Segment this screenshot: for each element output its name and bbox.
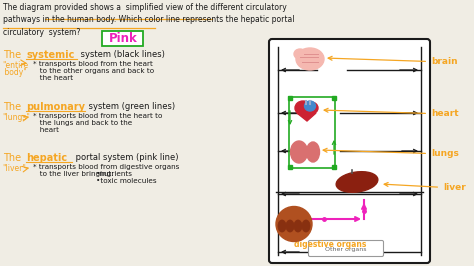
Ellipse shape — [296, 48, 324, 70]
Text: heart: heart — [324, 108, 459, 118]
Text: system (black lines): system (black lines) — [78, 50, 165, 59]
Text: portal system (pink line): portal system (pink line) — [73, 153, 179, 162]
FancyBboxPatch shape — [269, 39, 430, 263]
Ellipse shape — [295, 101, 311, 115]
Ellipse shape — [336, 172, 378, 192]
Ellipse shape — [286, 220, 294, 232]
Text: the heart: the heart — [33, 75, 73, 81]
Text: brain: brain — [328, 56, 457, 66]
Text: systemic: systemic — [26, 50, 74, 60]
Text: heart: heart — [33, 127, 59, 133]
Text: digestive organs: digestive organs — [294, 240, 366, 249]
Ellipse shape — [307, 142, 319, 162]
Text: lungs: lungs — [323, 148, 459, 159]
Text: to the liver bringing:: to the liver bringing: — [33, 171, 114, 177]
Text: pulmonary: pulmonary — [26, 102, 85, 112]
FancyBboxPatch shape — [309, 240, 383, 256]
Ellipse shape — [302, 220, 310, 232]
Text: The diagram provided shows a  simplified view of the different circulatory
pathw: The diagram provided shows a simplified … — [3, 3, 294, 37]
Text: "entire: "entire — [2, 61, 28, 70]
Ellipse shape — [304, 102, 318, 114]
Text: •toxic molecules: •toxic molecules — [96, 178, 156, 184]
Text: to the other organs and back to: to the other organs and back to — [33, 68, 154, 74]
Ellipse shape — [276, 206, 312, 242]
Text: "lungs": "lungs" — [2, 113, 30, 122]
Text: * transports blood from digestive organs: * transports blood from digestive organs — [33, 164, 179, 170]
FancyBboxPatch shape — [102, 31, 144, 45]
Text: The: The — [3, 153, 24, 163]
Text: * transports blood from the heart: * transports blood from the heart — [33, 61, 153, 67]
Text: liver: liver — [384, 182, 466, 193]
Text: hepatic: hepatic — [26, 153, 67, 163]
Text: Other organs: Other organs — [325, 247, 367, 251]
Text: Pink: Pink — [109, 31, 137, 44]
Text: body": body" — [2, 68, 27, 77]
Text: •nutrients: •nutrients — [96, 171, 133, 177]
Text: The: The — [3, 102, 24, 112]
Text: system (green lines): system (green lines) — [86, 102, 175, 111]
Ellipse shape — [294, 49, 306, 59]
Ellipse shape — [278, 220, 286, 232]
Ellipse shape — [304, 101, 316, 111]
Polygon shape — [297, 113, 316, 121]
Text: "liver": "liver" — [2, 164, 26, 173]
Text: * transports blood from the heart to: * transports blood from the heart to — [33, 113, 163, 119]
Ellipse shape — [294, 220, 302, 232]
Ellipse shape — [291, 141, 308, 163]
Text: The: The — [3, 50, 24, 60]
Text: the lungs and back to the: the lungs and back to the — [33, 120, 132, 126]
